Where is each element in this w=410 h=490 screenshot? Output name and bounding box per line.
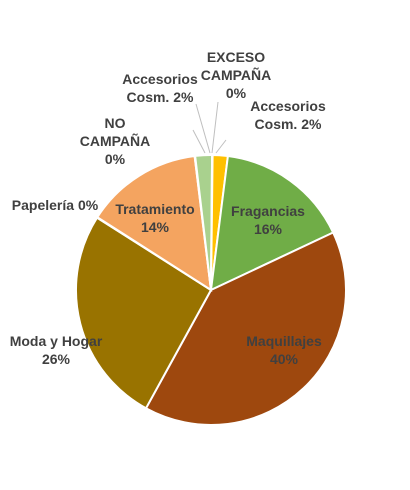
data-label-line: NO <box>105 115 126 131</box>
leader-line <box>195 103 211 154</box>
pie-slice <box>210 153 214 291</box>
data-label-line: 14% <box>141 219 170 235</box>
pie-slice <box>144 231 347 426</box>
data-label-line: Fragancias <box>231 203 305 219</box>
leader-line <box>192 129 206 154</box>
leader-line <box>211 101 219 154</box>
data-label-line: 40% <box>270 351 299 367</box>
data-label-line: Papelería 0% <box>12 197 99 213</box>
data-label-line: 26% <box>42 351 71 367</box>
data-label: Fragancias 16% <box>231 203 305 237</box>
data-label-line: CAMPAÑA <box>201 66 272 83</box>
pie-slice <box>75 216 213 410</box>
data-label-line: Cosm. 2% <box>255 116 322 132</box>
data-label-line: EXCESO <box>207 49 265 65</box>
pie-slices <box>75 153 347 426</box>
data-label: Accesorios Cosm. 2% <box>250 98 326 132</box>
data-label: Papelería 0% <box>12 197 99 213</box>
data-label-line: Maquillajes <box>246 333 322 349</box>
data-label: Accesorios Cosm. 2% <box>122 71 198 105</box>
data-label-line: Cosm. 2% <box>127 89 194 105</box>
data-label: Maquillajes 40% <box>246 333 322 367</box>
data-label-line: 0% <box>226 85 247 101</box>
data-label-line: 0% <box>105 151 126 167</box>
data-label-line: CAMPAÑA <box>80 132 151 149</box>
leader-line <box>215 139 227 154</box>
pie-slice <box>95 154 213 292</box>
data-labels: Accesorios Cosm. 2% Fragancias 16% Maquillaj… <box>10 49 326 367</box>
data-label-line: Accesorios <box>250 98 326 114</box>
data-label: EXCESO CAMPAÑA 0% <box>201 49 272 101</box>
data-label: Tratamiento 14% <box>115 201 194 235</box>
data-label: NO CAMPAÑA 0% <box>80 115 151 167</box>
leader-lines <box>192 101 227 154</box>
data-label-line: 16% <box>254 221 283 237</box>
data-label: Moda y Hogar 26% <box>10 333 103 367</box>
data-label-line: Tratamiento <box>115 201 194 217</box>
data-label-line: Moda y Hogar <box>10 333 103 349</box>
pie-slice <box>209 154 335 292</box>
data-label-line: Accesorios <box>122 71 198 87</box>
